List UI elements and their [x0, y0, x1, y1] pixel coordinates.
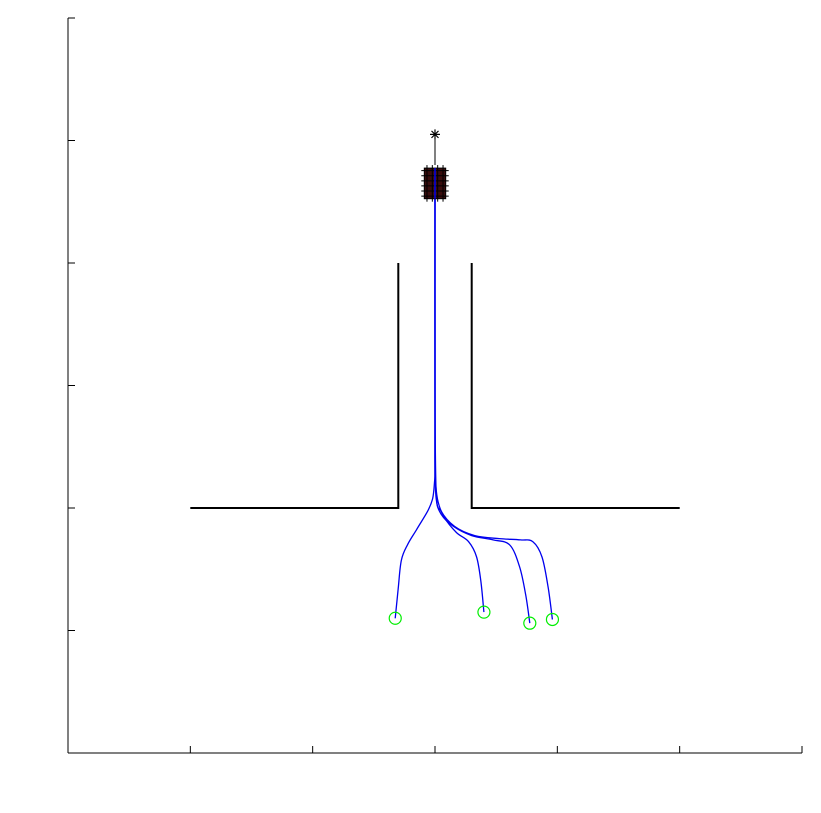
markers [388, 129, 560, 630]
goal-marker-stroke [431, 130, 439, 139]
corridor-walls [190, 263, 680, 509]
trajectories [394, 180, 554, 624]
trajectory-line [434, 180, 485, 613]
start-marker [523, 616, 537, 630]
goal-marker [430, 129, 440, 140]
trajectory-line [434, 180, 531, 624]
start-marker [477, 605, 491, 619]
start-marker [388, 611, 402, 625]
trajectory-line [394, 180, 436, 619]
wall-segment [470, 263, 680, 509]
trajectory-line [434, 180, 554, 620]
start-marker [545, 612, 560, 627]
wall-segment [190, 263, 400, 509]
axes [67, 17, 803, 754]
